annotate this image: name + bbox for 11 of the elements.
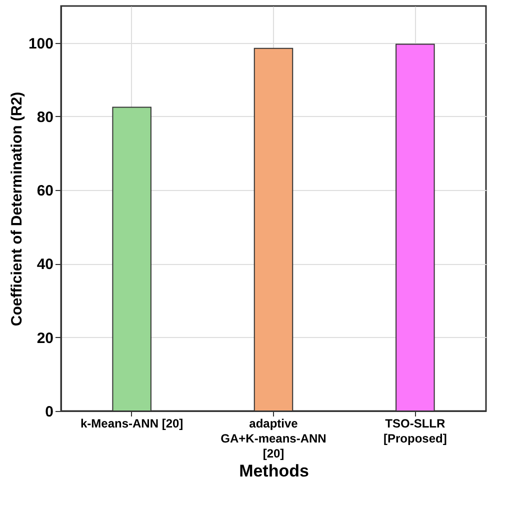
y-tick-label: 100 [28, 35, 54, 52]
y-tick-label: 0 [45, 404, 54, 420]
y-tick-label: 40 [36, 256, 54, 274]
x-tick-label: TSO-SLLR [Proposed] [383, 416, 447, 446]
x-tick-label: adaptive GA+K-means-ANN [20] [220, 416, 326, 460]
x-tick-label: k-Means-ANN [20] [80, 416, 184, 430]
x-axis-title: Methods [239, 462, 309, 480]
y-axis-title: Coefficient of Determination (R2) [8, 92, 26, 326]
y-tick-label: 80 [36, 108, 54, 126]
y-tick-label: 20 [36, 330, 54, 347]
y-tick-label: 60 [36, 182, 54, 200]
